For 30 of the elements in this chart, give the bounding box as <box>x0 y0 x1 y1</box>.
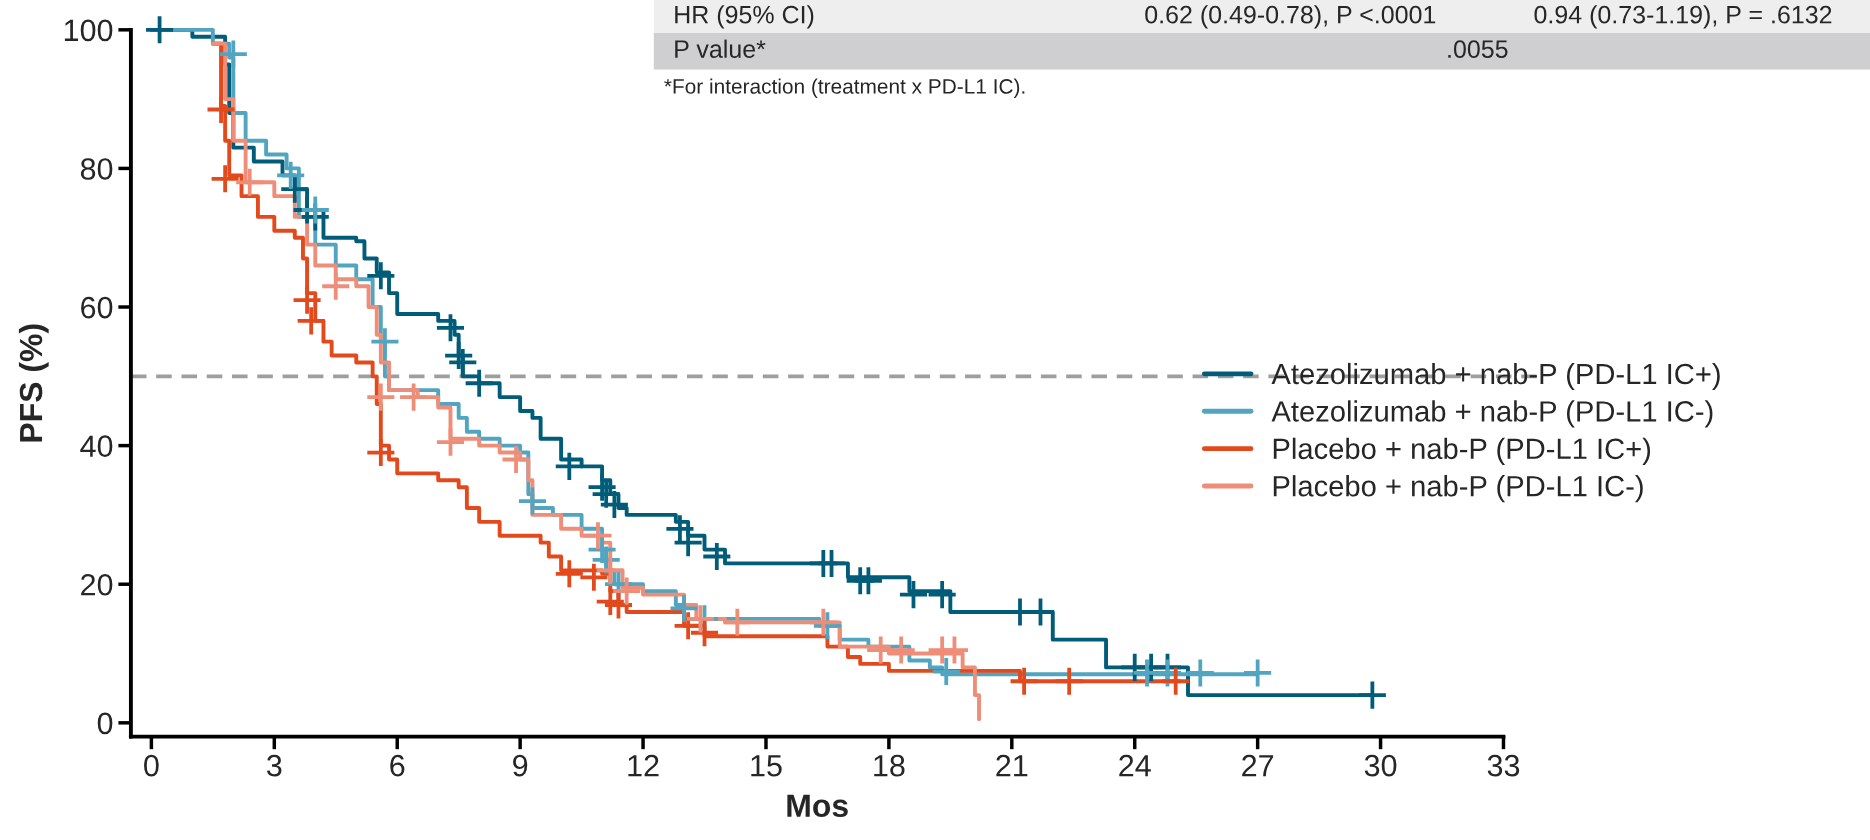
x-tick-label: 33 <box>1487 754 1520 777</box>
annotation: .0055 <box>1448 40 1508 58</box>
y-tick-label: 60 <box>81 296 113 319</box>
x-tick-label: 9 <box>513 754 528 777</box>
annotation: P value* <box>675 39 766 58</box>
legend-label: Atezolizumab + nab-P (PD-L1 IC+) <box>1271 362 1720 391</box>
x-axis-title: Mos <box>787 794 848 818</box>
y-axis-title: PFS (%) <box>18 324 49 442</box>
x-tick-label: 0 <box>144 754 159 777</box>
x-tick-label: 30 <box>1364 754 1397 777</box>
x-tick-label: 18 <box>874 754 905 777</box>
x-tick-label: 12 <box>628 754 659 777</box>
x-tick-label: 6 <box>390 754 405 777</box>
y-tick-label: 40 <box>80 435 113 457</box>
y-tick-label: 100 <box>64 19 113 42</box>
x-tick-label: 15 <box>751 755 782 777</box>
x-tick-label: 3 <box>266 754 282 777</box>
legend-label: Placebo + nab-P (PD-L1 IC+) <box>1273 437 1651 465</box>
y-tick-label: 0 <box>97 712 113 735</box>
legend-label: Placebo + nab-P (PD-L1 IC-) <box>1273 475 1643 503</box>
legend-label: Atezolizumab + nab-P (PD-L1 IC-) <box>1271 400 1713 428</box>
text: 0.62 (0.49-0.78), P <.0001 <box>1145 5 1436 29</box>
text: HR (95% CI) <box>675 5 814 29</box>
text: 0.94 (0.73-1.19), P = .6132 <box>1534 5 1832 29</box>
y-tick-label: 80 <box>80 158 113 180</box>
y-tick-label: 20 <box>81 573 113 596</box>
x-tick-label: 21 <box>996 754 1028 777</box>
x-tick-label: 24 <box>1119 754 1151 777</box>
annotation: *For interaction (treatment x PD-L1 IC). <box>664 78 1025 98</box>
x-tick-label: 27 <box>1242 754 1274 777</box>
